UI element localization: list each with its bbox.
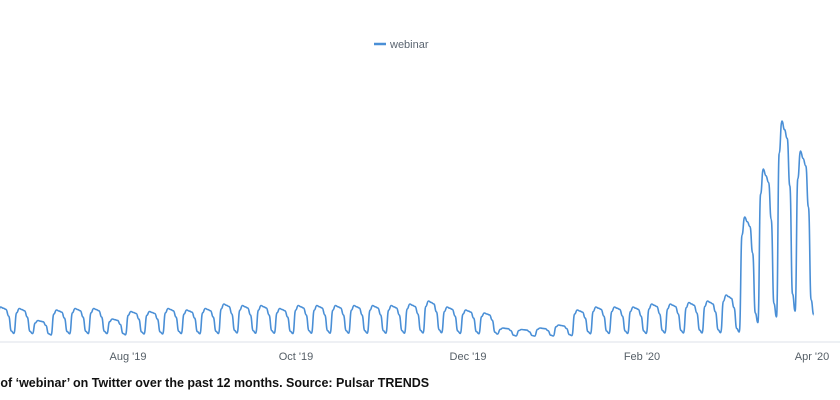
chart-caption: Mentions of ‘webinar’ on Twitter over th… bbox=[0, 376, 430, 390]
line-chart: webinar Aug '19 Oct '19 Dec '19 Feb '20 Apr … bbox=[0, 39, 840, 363]
legend-label-webinar: webinar bbox=[389, 39, 429, 51]
series-line-webinar[interactable] bbox=[0, 120, 815, 337]
x-tick-label: Oct '19 bbox=[279, 351, 314, 363]
legend[interactable]: webinar bbox=[374, 39, 429, 51]
chart-caption-container: Mentions of ‘webinar’ on Twitter over th… bbox=[0, 376, 840, 396]
x-tick-label: Dec '19 bbox=[450, 351, 487, 363]
x-tick-label: Apr '20 bbox=[795, 351, 830, 363]
x-tick-label: Aug '19 bbox=[110, 351, 147, 363]
x-tick-label: Feb '20 bbox=[624, 351, 660, 363]
x-axis-ticks: Aug '19 Oct '19 Dec '19 Feb '20 Apr '20 bbox=[110, 351, 830, 363]
